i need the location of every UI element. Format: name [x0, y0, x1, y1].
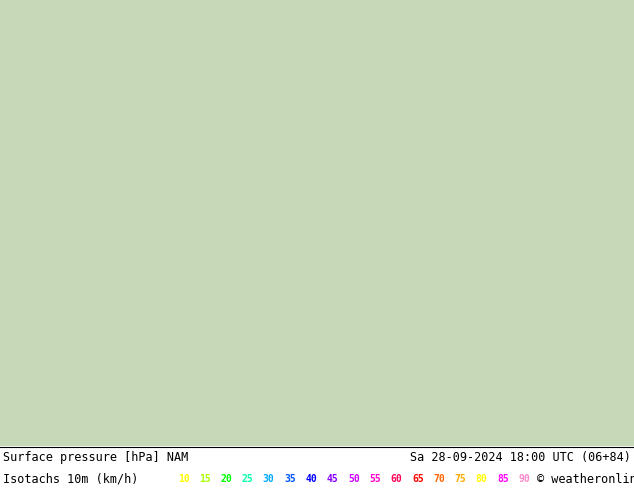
Text: 20: 20 — [220, 474, 232, 484]
Text: 55: 55 — [369, 474, 381, 484]
Text: 10: 10 — [178, 474, 190, 484]
Text: 50: 50 — [348, 474, 359, 484]
Text: 35: 35 — [284, 474, 296, 484]
Text: 65: 65 — [412, 474, 424, 484]
Text: 75: 75 — [455, 474, 466, 484]
Text: 25: 25 — [242, 474, 253, 484]
Text: 85: 85 — [497, 474, 509, 484]
Text: 45: 45 — [327, 474, 339, 484]
Text: © weatheronline.co.uk: © weatheronline.co.uk — [537, 472, 634, 486]
Text: 40: 40 — [306, 474, 317, 484]
Text: 30: 30 — [263, 474, 275, 484]
Text: Sa 28-09-2024 18:00 UTC (06+84): Sa 28-09-2024 18:00 UTC (06+84) — [410, 451, 631, 465]
Text: 15: 15 — [199, 474, 210, 484]
Text: 60: 60 — [391, 474, 403, 484]
Text: Surface pressure [hPa] NAM: Surface pressure [hPa] NAM — [3, 451, 188, 465]
Text: 70: 70 — [433, 474, 445, 484]
Text: Isotachs 10m (km/h): Isotachs 10m (km/h) — [3, 472, 138, 486]
Text: 80: 80 — [476, 474, 488, 484]
Text: 90: 90 — [519, 474, 530, 484]
